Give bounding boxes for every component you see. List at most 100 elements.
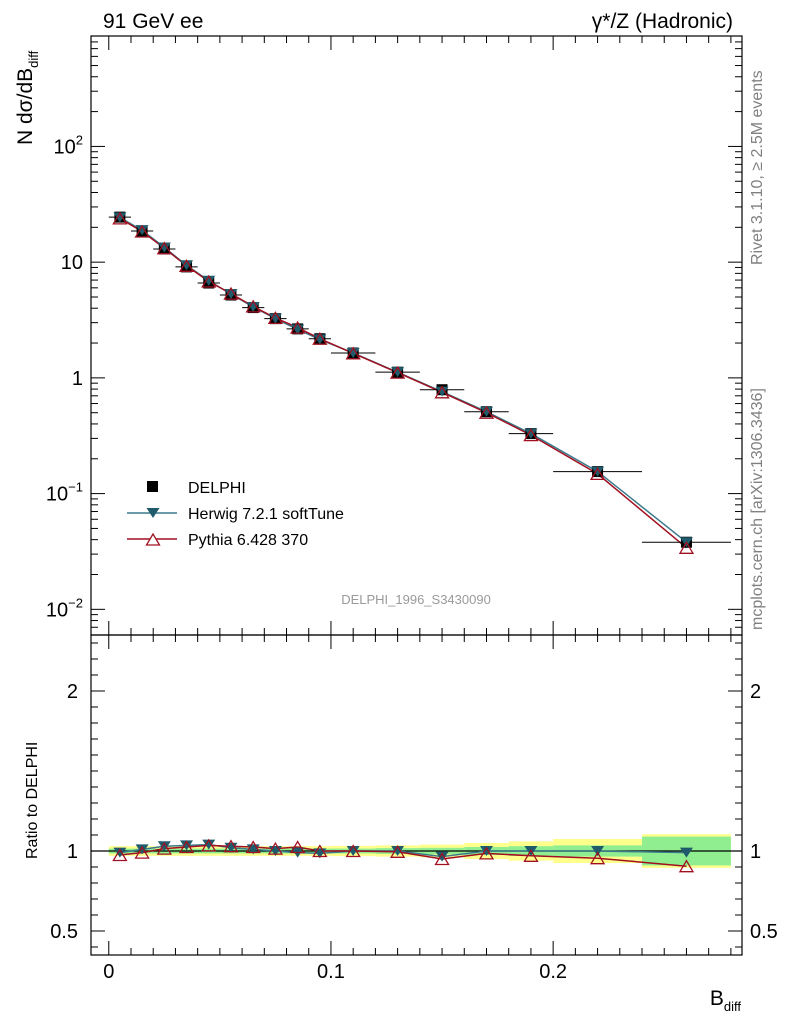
main-y-tick-label-base: 10 <box>54 136 76 158</box>
herwig-point <box>268 313 282 324</box>
ratio-pythia-point <box>289 840 306 854</box>
main-y-tick-label-base: 10 <box>46 599 68 621</box>
herwig-point <box>180 260 194 271</box>
pythia-point <box>289 320 306 334</box>
herwig-point <box>346 348 360 359</box>
ratio-pythia-point <box>523 849 539 862</box>
legend-label-herwig: Herwig 7.2.1 softTune <box>188 506 344 523</box>
herwig-point <box>157 242 171 253</box>
main-y-axis-label-sub: diff <box>26 50 41 67</box>
ratio-y-tick-label-right: 2 <box>750 681 761 703</box>
legend-marker-delphi <box>147 481 158 492</box>
herwig-point <box>246 301 260 312</box>
pythia-point <box>434 385 450 399</box>
ratio-pythia-point <box>312 844 328 858</box>
herwig-point <box>224 289 238 300</box>
herwig-point <box>202 275 216 286</box>
ratio-herwig-point <box>180 840 194 851</box>
ratio-plot-frame <box>90 634 743 956</box>
pythia-point <box>678 541 695 554</box>
mcplots-reference-label: mcplots.cern.ch [arXiv:1306.3436] <box>749 388 766 630</box>
ratio-pythia-point <box>245 840 261 854</box>
main-y-tick-label-base: 1 <box>72 368 83 390</box>
pythia-point <box>156 241 172 255</box>
pythia-point <box>112 211 128 225</box>
main-y-axis-label-main: N dσ/dB <box>14 68 37 145</box>
ratio-y-tick-label: 0.5 <box>50 921 78 943</box>
ratio-pythia-point <box>434 852 450 866</box>
x-axis-label-sub: diff <box>724 999 741 1014</box>
herwig-point <box>435 386 449 397</box>
pythia-point <box>134 224 150 238</box>
herwig-point <box>313 334 327 345</box>
pythia-point <box>389 365 406 379</box>
ratio-herwig-point <box>479 846 493 856</box>
main-y-tick-label: 10−1 <box>46 480 83 506</box>
legend: DELPHI Herwig 7.2.1 softTune Pythia 6.42… <box>127 480 344 549</box>
herwig-point <box>391 367 405 378</box>
main-y-tick-label-exponent: 2 <box>76 132 83 147</box>
x-tick-label: 0 <box>103 961 114 983</box>
ratio-axis-ticks: 0.5 0.5 1 1 2 2 0 0.1 0.2 <box>50 635 778 983</box>
ratio-pythia-point <box>478 846 495 860</box>
x-axis-label: Bdiff <box>710 987 742 1014</box>
ratio-pythia-point <box>345 844 361 858</box>
herwig-point <box>479 406 493 417</box>
ratio-herwig-point <box>135 844 149 855</box>
pythia-point <box>178 259 195 272</box>
ratio-pythia-point <box>156 841 172 855</box>
ratio-y-tick-label: 2 <box>67 681 78 703</box>
header-left-title: 91 GeV ee <box>103 10 203 33</box>
pythia-point <box>589 467 606 481</box>
ratio-y-axis-label: Ratio to DELPHI <box>24 742 41 859</box>
main-y-tick-label-base: 10 <box>61 252 83 274</box>
main-y-tick-label: 10 <box>61 252 83 274</box>
ratio-herwig-point <box>435 851 449 862</box>
ratio-pythia-point <box>589 851 606 865</box>
legend-marker-herwig <box>146 508 160 518</box>
ratio-pythia-point <box>112 848 128 862</box>
ratio-pythia-point <box>267 841 284 855</box>
herwig-point <box>524 428 538 439</box>
ratio-y-tick-label-right: 0.5 <box>750 921 778 943</box>
main-y-tick-label-exponent: −1 <box>68 480 83 495</box>
legend-marker-pythia <box>145 532 161 546</box>
pythia-point <box>523 428 539 442</box>
ratio-herwig-point <box>157 841 171 852</box>
x-axis-label-main: B <box>710 987 724 1010</box>
ratio-series-layer <box>112 838 695 873</box>
main-y-tick-label: 10−2 <box>46 595 83 621</box>
main-y-tick-label-exponent: −2 <box>68 595 83 610</box>
ratio-herwig-point <box>591 846 605 856</box>
pythia-point <box>245 299 261 313</box>
main-y-axis-label: N dσ/dBdiff <box>14 50 41 145</box>
ratio-pythia-point <box>201 838 217 852</box>
x-tick-label: 0.1 <box>317 961 345 983</box>
header-right-title: γ*/Z (Hadronic) <box>592 10 733 33</box>
pythia-point <box>223 286 239 300</box>
legend-label-pythia: Pythia 6.428 370 <box>188 532 308 549</box>
ratio-pythia-line <box>119 844 687 867</box>
ratio-y-tick-label: 1 <box>67 841 78 863</box>
ratio-herwig-point <box>202 839 216 850</box>
ratio-y-tick-label-right: 1 <box>750 841 761 863</box>
ratio-herwig-point <box>113 847 127 858</box>
pythia-line <box>119 217 687 549</box>
ratio-pythia-point <box>678 859 695 873</box>
ratio-pythia-point <box>223 839 239 853</box>
pythia-point <box>478 405 495 419</box>
pythia-point <box>345 346 361 360</box>
ratio-herwig-point <box>679 847 693 858</box>
x-tick-label: 0.2 <box>539 961 567 983</box>
ratio-pythia-point <box>389 845 406 858</box>
main-y-tick-label: 1 <box>72 368 83 390</box>
legend-label-delphi: DELPHI <box>188 480 246 497</box>
rivet-version-label: Rivet 3.1.10, ≥ 2.5M events <box>749 70 766 265</box>
pythia-point <box>267 311 284 325</box>
ratio-pythia-point <box>178 840 195 854</box>
pythia-point <box>201 274 217 288</box>
herwig-point <box>113 212 127 223</box>
main-series-layer <box>108 211 731 554</box>
